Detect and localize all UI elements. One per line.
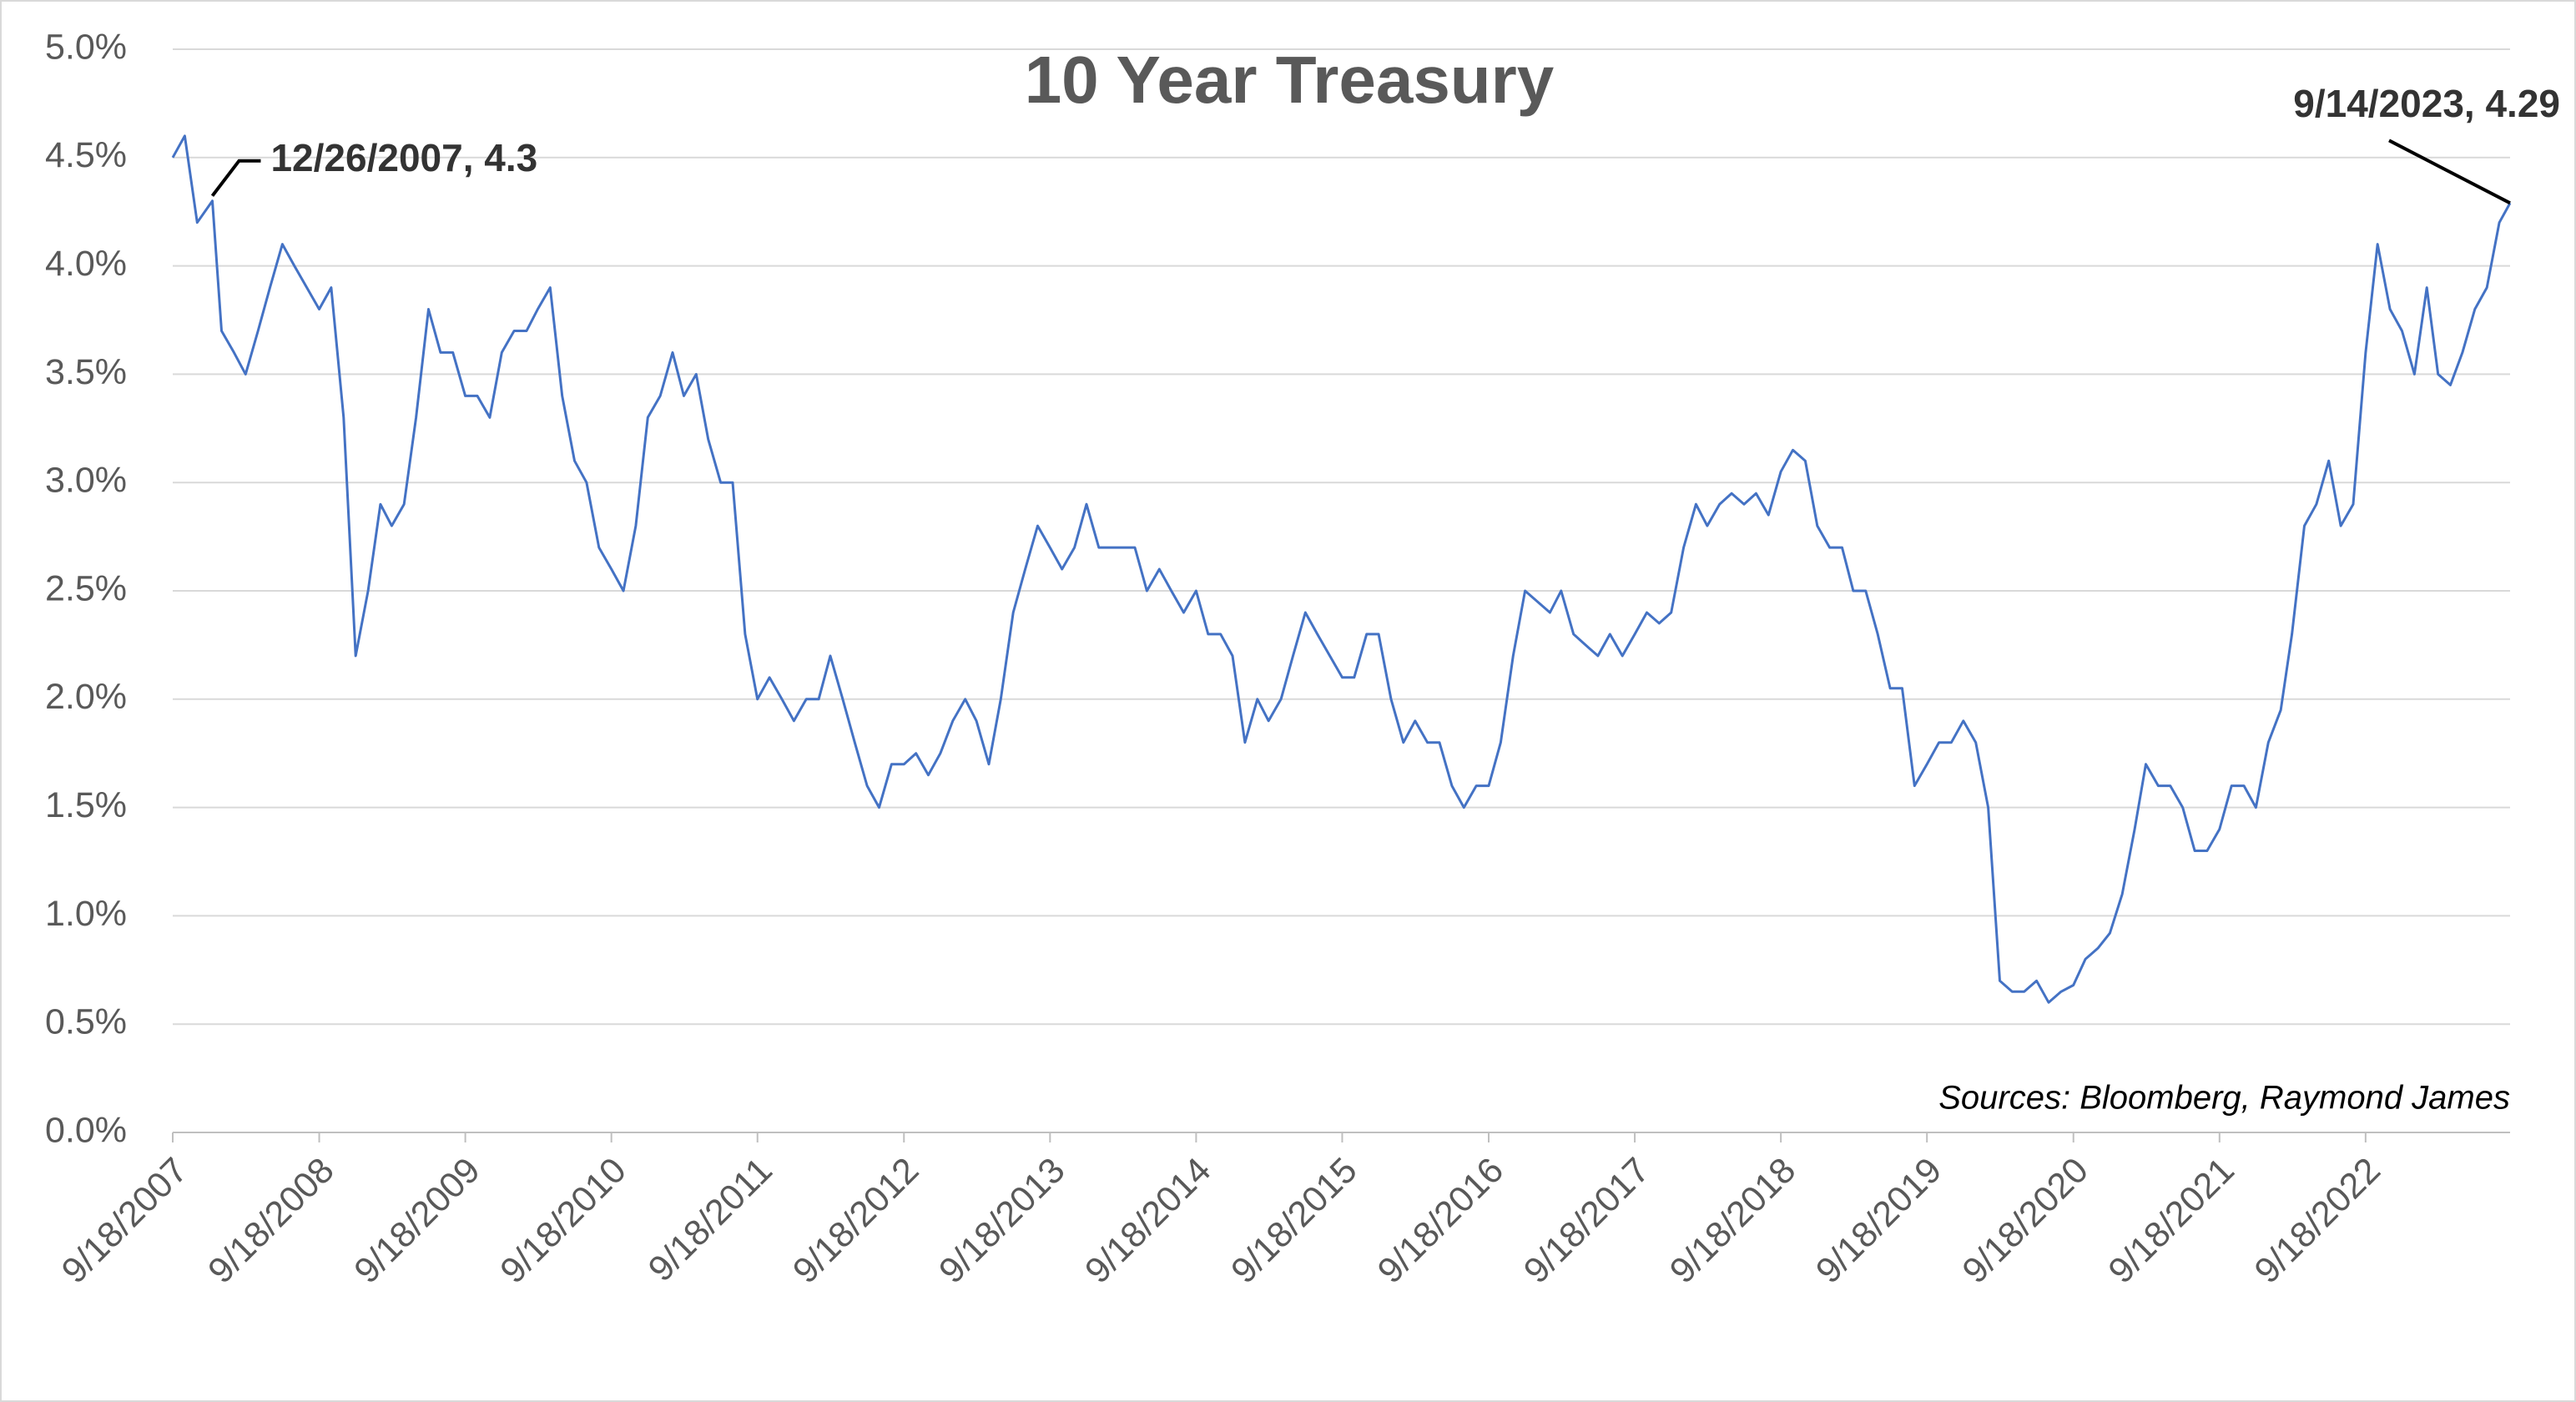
line-series <box>171 134 2512 1004</box>
y-tick-label: 4.0% <box>45 244 127 284</box>
y-tick-label: 4.5% <box>45 135 127 175</box>
source-note: Sources: Bloomberg, Raymond James <box>1938 1080 2510 1117</box>
y-tick-label: 2.5% <box>45 568 127 608</box>
y-tick-label: 0.5% <box>45 1002 127 1042</box>
y-tick-label: 2.0% <box>45 677 127 717</box>
annotation: 9/14/2023, 4.29 <box>2293 82 2560 125</box>
y-tick-label: 3.5% <box>45 352 127 392</box>
y-tick-label: 1.0% <box>45 894 127 934</box>
annotation-leader <box>210 159 261 197</box>
chart-title: 10 Year Treasury <box>1025 43 1555 117</box>
y-tick-label: 5.0% <box>45 27 127 67</box>
y-tick-label: 3.0% <box>45 461 127 501</box>
annotation-leader <box>2388 139 2511 205</box>
y-tick-label: 1.5% <box>45 785 127 825</box>
annotation: 12/26/2007, 4.3 <box>270 136 537 179</box>
y-tick-label: 0.0% <box>45 1110 127 1150</box>
